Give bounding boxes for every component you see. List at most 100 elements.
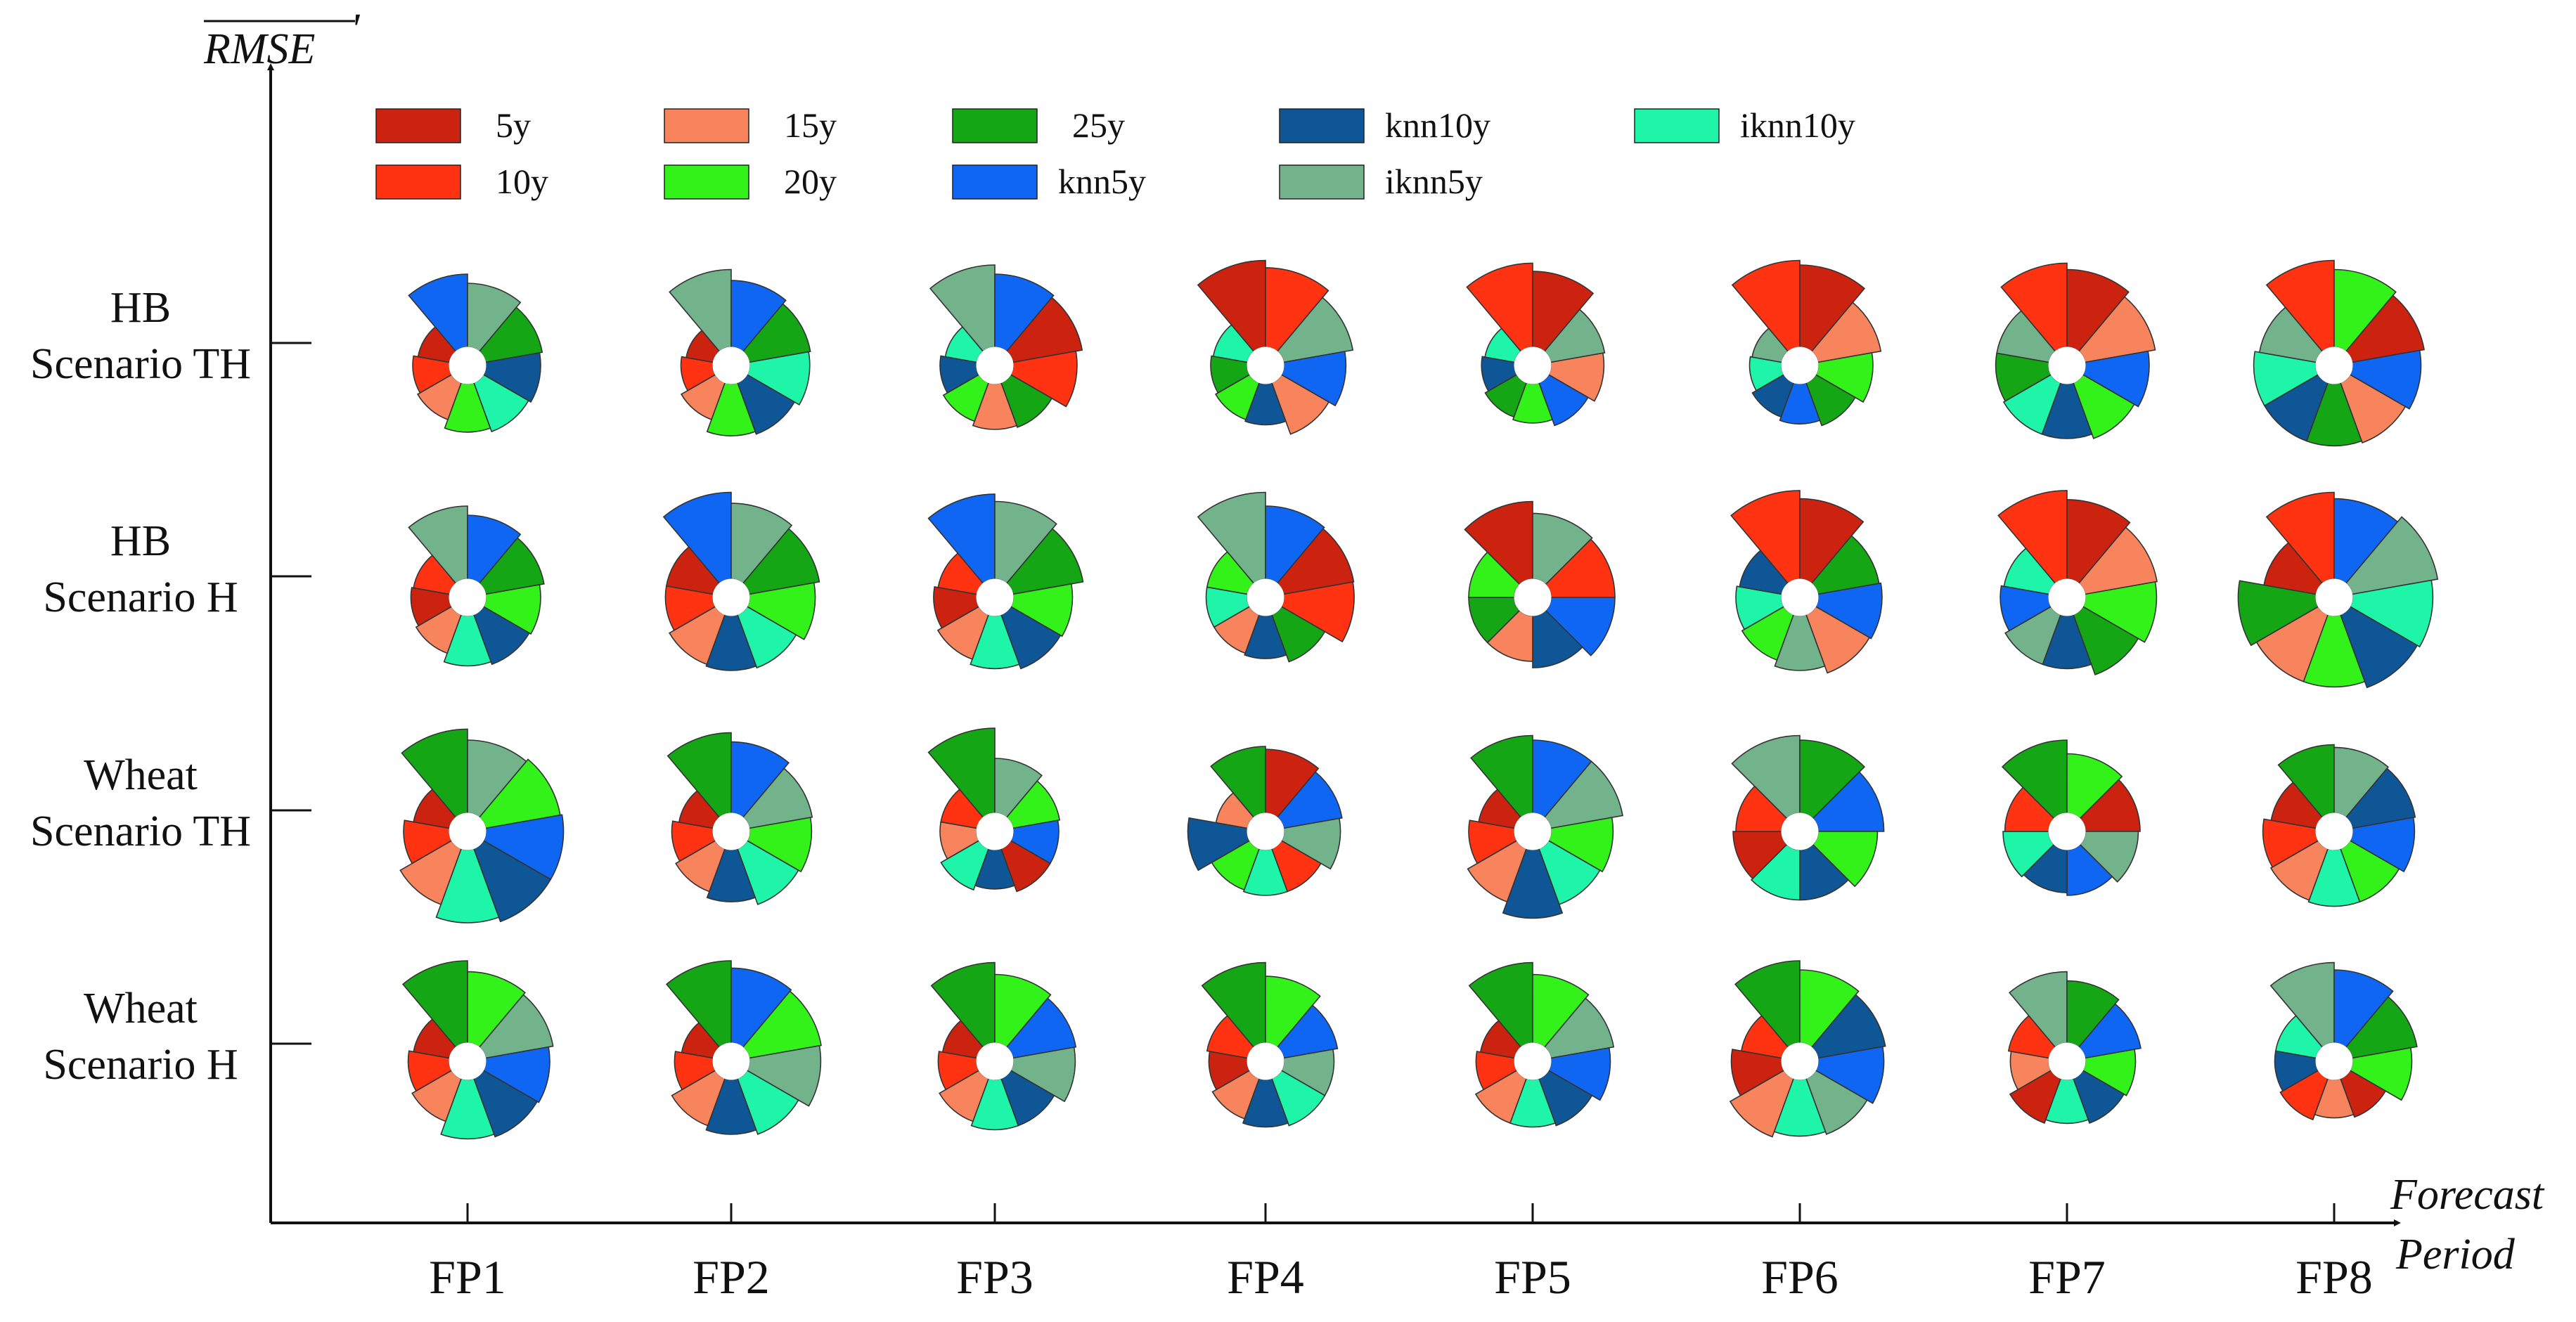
glyph-FP1-row4 xyxy=(401,960,554,1140)
y-axis-title-prime: ' xyxy=(350,6,361,53)
glyph-FP3-row3 xyxy=(927,727,1061,893)
y-tick-label-4-line2: Scenario H xyxy=(43,1041,238,1089)
glyph-center-hole xyxy=(2315,346,2353,384)
glyph-center-hole xyxy=(1247,346,1284,384)
glyph-FP7-row4 xyxy=(2007,971,2142,1125)
glyph-center-hole xyxy=(2315,812,2353,850)
glyph-center-hole xyxy=(449,578,487,616)
y-tick-label-1-line1: HB xyxy=(110,284,171,332)
legend-label-25y: 25y xyxy=(1072,105,1125,145)
glyph-center-hole xyxy=(712,578,750,616)
glyph-center-hole xyxy=(1247,1042,1284,1080)
glyph-center-hole xyxy=(712,812,750,850)
legend-swatch-20y xyxy=(664,164,749,200)
y-tick-label-2-line1: HB xyxy=(110,517,171,565)
glyph-center-hole xyxy=(2315,1042,2353,1080)
x-tick-label-FP4: FP4 xyxy=(1227,1250,1304,1304)
y-tick-label-2-line2: Scenario H xyxy=(43,573,238,621)
glyph-center-hole xyxy=(1247,578,1284,616)
glyph-FP5-row2 xyxy=(1464,500,1616,668)
y-tick-label-3-line2: Scenario TH xyxy=(30,808,251,855)
glyph-center-hole xyxy=(2048,578,2086,616)
x-tick-label-FP7: FP7 xyxy=(2028,1250,2106,1304)
glyph-FP4-row2 xyxy=(1197,491,1355,663)
glyph-FP5-row3 xyxy=(1467,734,1623,919)
glyph-FP3-row2 xyxy=(927,493,1084,670)
glyph-center-hole xyxy=(1781,578,1819,616)
glyph-center-hole xyxy=(1781,1042,1819,1080)
y-tick-label-4-line1: Wheat xyxy=(84,985,198,1032)
legend-swatch-15y xyxy=(664,108,749,143)
glyph-center-hole xyxy=(449,812,487,850)
x-tick-label-FP6: FP6 xyxy=(1761,1250,1838,1304)
glyph-center-hole xyxy=(1514,812,1552,850)
glyph-FP6-row1 xyxy=(1731,259,1882,427)
glyph-FP7-row1 xyxy=(1995,262,2156,439)
glyph-FP8-row3 xyxy=(2262,744,2416,907)
glyph-center-hole xyxy=(712,1042,750,1080)
glyph-FP8-row1 xyxy=(2253,259,2425,447)
glyph-center-hole xyxy=(2048,1042,2086,1080)
glyph-FP4-row1 xyxy=(1197,259,1354,435)
legend-label-knn5y: knn5y xyxy=(1058,162,1146,201)
x-tick-label-FP2: FP2 xyxy=(693,1250,770,1304)
glyph-FP3-row4 xyxy=(930,961,1077,1131)
legend-label-10y: 10y xyxy=(496,162,548,201)
glyph-center-hole xyxy=(976,812,1014,850)
legend-swatch-iknn5y xyxy=(1279,164,1365,200)
glyph-FP4-row4 xyxy=(1201,961,1339,1128)
glyph-FP6-row4 xyxy=(1729,960,1886,1138)
glyph-center-hole xyxy=(976,578,1014,616)
legend-swatch-knn10y xyxy=(1279,108,1365,143)
legend-label-20y: 20y xyxy=(784,162,837,201)
glyph-center-hole xyxy=(2315,578,2353,616)
glyph-center-hole xyxy=(976,346,1014,384)
glyph-FP2-row3 xyxy=(666,732,813,905)
x-tick-label-FP8: FP8 xyxy=(2295,1250,2373,1304)
x-axis-title-line-1: Forecast xyxy=(2390,1171,2545,1219)
glyph-center-hole xyxy=(1781,346,1819,384)
axis-labels: RMSE ' Forecast Period FP1 FP2 FP3 FP4 FP5 FP6 FP7… xyxy=(30,6,2545,1304)
glyph-FP2-row4 xyxy=(665,960,822,1135)
glyph-FP2-row2 xyxy=(662,491,820,671)
glyph-center-hole xyxy=(1781,812,1819,850)
legend-label-iknn10y: iknn10y xyxy=(1740,105,1855,145)
glyph-FP7-row3 xyxy=(2001,739,2141,896)
glyph-FP8-row4 xyxy=(2269,961,2418,1121)
x-axis-title-line-2: Period xyxy=(2395,1231,2516,1278)
glyph-center-hole xyxy=(712,346,750,384)
x-tick-label-FP3: FP3 xyxy=(956,1250,1033,1304)
glyph-center-hole xyxy=(1514,578,1552,616)
legend: 5y 15y 25y knn10y iknn10y 10y 20y knn5y iknn5y xyxy=(375,105,1855,201)
glyph-FP7-row2 xyxy=(1997,490,2158,675)
glyph-FP3-row1 xyxy=(929,264,1083,430)
glyph-FP1-row2 xyxy=(408,505,545,667)
legend-swatch-knn5y xyxy=(952,164,1038,200)
legend-swatch-25y xyxy=(952,108,1038,143)
legend-label-knn10y: knn10y xyxy=(1385,105,1490,145)
glyph-FP4-row3 xyxy=(1187,746,1343,896)
glyph-grid xyxy=(399,259,2439,1140)
glyph-center-hole xyxy=(2048,346,2086,384)
axes xyxy=(267,63,2401,1226)
glyph-FP5-row1 xyxy=(1466,262,1606,427)
legend-label-5y: 5y xyxy=(496,105,531,145)
glyph-center-hole xyxy=(2048,812,2086,850)
legend-label-15y: 15y xyxy=(784,105,837,145)
glyph-FP6-row3 xyxy=(1731,734,1885,901)
glyph-FP6-row2 xyxy=(1730,490,1883,674)
glyph-center-hole xyxy=(449,346,487,384)
glyph-FP1-row3 xyxy=(399,728,565,924)
glyph-center-hole xyxy=(976,1042,1014,1080)
glyph-FP1-row1 xyxy=(408,273,543,433)
legend-label-iknn5y: iknn5y xyxy=(1385,162,1483,201)
legend-swatch-5y xyxy=(375,108,461,143)
glyph-FP2-row1 xyxy=(669,268,811,436)
x-tick-label-FP1: FP1 xyxy=(429,1250,506,1304)
x-tick-label-FP5: FP5 xyxy=(1494,1250,1571,1304)
y-tick-label-1-line2: Scenario TH xyxy=(30,340,251,388)
y-axis-title: RMSE xyxy=(203,25,315,73)
glyph-center-hole xyxy=(449,1042,487,1080)
